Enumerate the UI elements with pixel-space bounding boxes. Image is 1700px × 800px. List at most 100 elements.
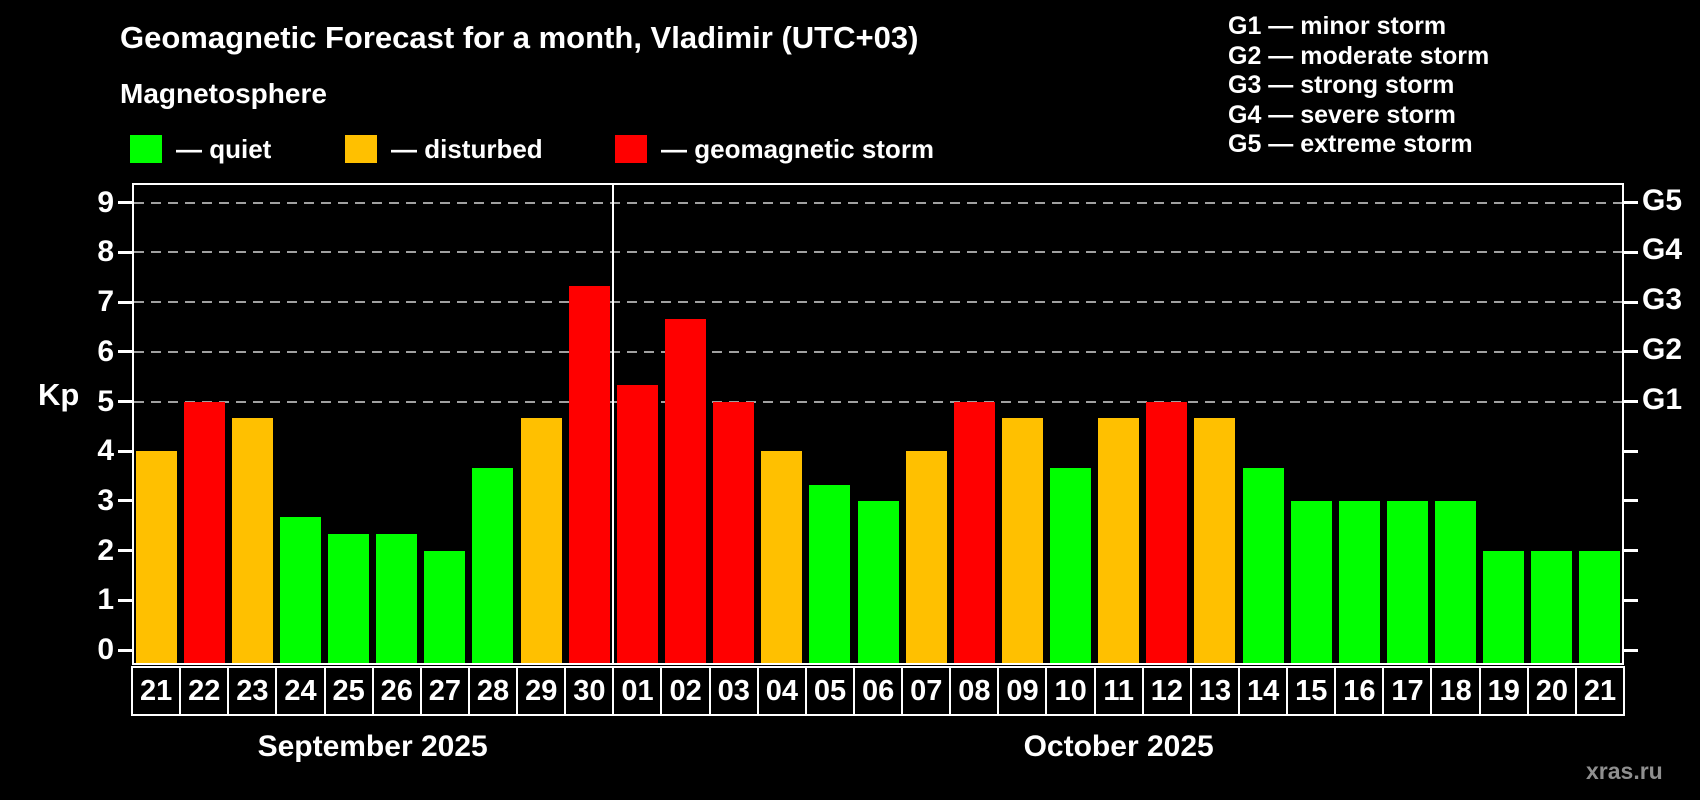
- g-level-label-g5: G5: [1642, 183, 1683, 217]
- date-cell-september-21: 21: [131, 666, 182, 716]
- date-cell-september-29: 29: [516, 666, 567, 716]
- g-level-label-g1: G1: [1642, 382, 1683, 416]
- date-cell-october-21: 21: [1574, 666, 1626, 716]
- storm-scale-line-4: G4 — severe storm: [1228, 100, 1456, 129]
- y-tick-right-5: [1624, 400, 1638, 403]
- plot-area: [132, 183, 1624, 665]
- legend-label-quiet: — quiet: [176, 133, 272, 164]
- kp-bar-september-29: [520, 417, 562, 663]
- y-tick-right-2: [1624, 549, 1638, 553]
- legend-label-disturbed: — disturbed: [391, 133, 543, 164]
- y-tick-right-0: [1624, 648, 1638, 652]
- g-level-label-g3: G3: [1642, 283, 1683, 317]
- kp-bar-october-08: [953, 401, 995, 663]
- y-tick-left-7: [118, 300, 132, 304]
- y-tick-right-1: [1624, 598, 1638, 602]
- y-tick-left-2: [118, 549, 132, 553]
- date-cell-october-12: 12: [1141, 666, 1193, 716]
- kp-bar-september-24: [279, 517, 321, 663]
- storm-scale-line-2: G2 — moderate storm: [1228, 41, 1490, 70]
- storm-scale-line-1: G1 — minor storm: [1228, 12, 1447, 40]
- kp-bar-september-30: [568, 285, 610, 663]
- y-tick-right-8: [1624, 250, 1638, 254]
- kp-bar-october-09: [1001, 417, 1043, 663]
- kp-bar-october-07: [905, 451, 947, 663]
- y-tick-label-7: 7: [97, 285, 114, 319]
- date-cell-october-18: 18: [1430, 666, 1481, 716]
- date-cell-september-30: 30: [564, 666, 615, 716]
- date-cell-october-15: 15: [1286, 666, 1337, 716]
- kp-bar-october-05: [809, 484, 851, 663]
- month-label-october: October 2025: [1023, 730, 1214, 763]
- date-cell-october-13: 13: [1189, 666, 1241, 716]
- kp-bar-october-14: [1242, 467, 1284, 663]
- storm-scale-line-5: G5 — extreme storm: [1228, 130, 1473, 158]
- y-tick-label-6: 6: [97, 334, 114, 368]
- gridline-kp6: [134, 350, 1622, 353]
- kp-bar-october-01: [616, 385, 658, 663]
- storm-color-swatch: [615, 135, 647, 163]
- quiet-color-swatch: [130, 135, 162, 163]
- date-cell-october-19: 19: [1478, 666, 1529, 716]
- storm-scale-legend: G1 — minor storm G2 — moderate storm G3 — …: [1228, 12, 1489, 160]
- kp-bar-september-21: [135, 451, 177, 663]
- kp-axis-label: Kp: [38, 377, 80, 412]
- kp-bar-october-02: [664, 318, 706, 663]
- y-tick-left-6: [118, 350, 132, 354]
- y-tick-left-1: [118, 598, 132, 602]
- y-tick-left-9: [118, 201, 132, 205]
- kp-bar-october-11: [1098, 417, 1140, 663]
- date-cell-september-28: 28: [467, 666, 519, 716]
- chart-subtitle: Magnetosphere: [120, 78, 327, 109]
- kp-bar-september-27: [424, 550, 466, 663]
- y-tick-label-5: 5: [97, 384, 114, 418]
- y-tick-label-9: 9: [97, 185, 114, 219]
- date-cell-october-04: 04: [756, 666, 807, 716]
- date-cell-october-07: 07: [901, 666, 952, 716]
- gridline-kp7: [134, 301, 1622, 304]
- date-cell-september-26: 26: [371, 666, 422, 716]
- kp-bar-october-06: [857, 500, 899, 663]
- date-cell-october-20: 20: [1526, 666, 1578, 716]
- kp-bar-september-25: [328, 534, 370, 663]
- y-tick-label-2: 2: [97, 533, 114, 567]
- gridline-kp8: [134, 251, 1622, 254]
- y-tick-left-3: [118, 499, 132, 503]
- legend-label-storm: — geomagnetic storm: [661, 133, 935, 164]
- y-tick-label-8: 8: [97, 235, 114, 269]
- kp-bar-october-20: [1531, 550, 1573, 663]
- date-cell-september-22: 22: [179, 666, 230, 716]
- kp-bar-october-21: [1579, 550, 1621, 663]
- kp-bar-september-26: [376, 534, 418, 663]
- site-watermark: xras.ru: [1586, 758, 1663, 784]
- legend-item-storm: — geomagnetic storm: [615, 134, 934, 164]
- y-tick-label-1: 1: [97, 583, 114, 617]
- g-level-label-g2: G2: [1642, 332, 1683, 366]
- date-cell-september-27: 27: [419, 666, 471, 716]
- y-tick-label-4: 4: [97, 434, 114, 468]
- y-tick-label-3: 3: [97, 483, 114, 517]
- kp-bar-october-04: [761, 451, 803, 663]
- date-cell-october-03: 03: [708, 666, 759, 716]
- kp-bar-october-12: [1146, 401, 1188, 663]
- date-cell-october-08: 08: [949, 666, 1000, 716]
- kp-bar-october-10: [1050, 467, 1092, 663]
- date-cell-october-14: 14: [1237, 666, 1289, 716]
- y-tick-right-7: [1624, 300, 1638, 304]
- y-tick-left-0: [118, 648, 132, 652]
- y-tick-right-4: [1624, 449, 1638, 453]
- y-tick-left-8: [118, 250, 132, 254]
- legend-item-quiet: — quiet: [130, 134, 271, 164]
- storm-scale-line-3: G3 — strong storm: [1228, 71, 1455, 99]
- date-cell-september-25: 25: [323, 666, 374, 716]
- chart-title: Geomagnetic Forecast for a month, Vladim…: [120, 20, 919, 55]
- kp-bar-october-18: [1435, 500, 1477, 663]
- date-cell-october-17: 17: [1382, 666, 1433, 716]
- date-cell-october-10: 10: [1045, 666, 1096, 716]
- kp-bar-october-16: [1338, 500, 1380, 663]
- date-cell-october-09: 09: [997, 666, 1048, 716]
- y-tick-right-9: [1624, 201, 1638, 205]
- disturbed-color-swatch: [345, 135, 377, 163]
- date-cell-october-16: 16: [1334, 666, 1385, 716]
